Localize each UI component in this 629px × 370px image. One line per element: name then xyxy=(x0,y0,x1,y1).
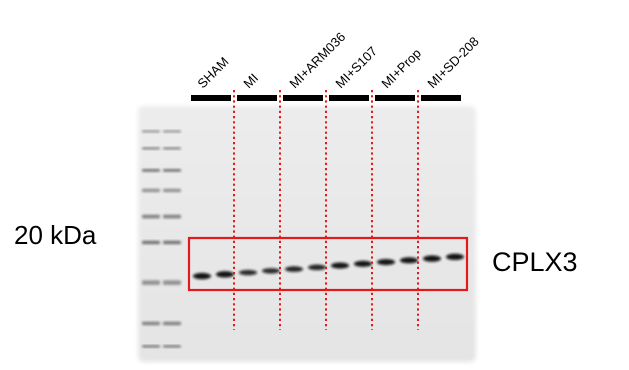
lane-bar xyxy=(421,95,461,101)
lane-bar xyxy=(375,95,415,101)
lane-label: MI+Prop xyxy=(378,46,424,92)
lane-bar xyxy=(191,95,231,101)
sample-band xyxy=(423,255,441,262)
ladder-band xyxy=(142,130,160,133)
band-highlight-box xyxy=(187,236,469,292)
ladder-band xyxy=(142,169,160,172)
sample-band xyxy=(285,266,303,272)
blot-membrane xyxy=(138,106,476,362)
sample-band xyxy=(354,260,372,267)
ladder-band xyxy=(142,345,160,348)
sample-band xyxy=(262,268,280,274)
lane-label: MI+S107 xyxy=(332,43,380,91)
sample-band xyxy=(331,262,349,269)
ladder-band xyxy=(142,280,160,285)
ladder-band xyxy=(163,147,181,150)
ladder-band xyxy=(163,240,181,245)
ladder-band xyxy=(163,321,181,326)
ladder-band xyxy=(163,188,181,193)
ladder-band xyxy=(142,214,160,219)
lane-label: SHAM xyxy=(194,54,231,91)
sample-band xyxy=(193,272,211,280)
protein-ladder xyxy=(142,130,181,348)
ladder-band xyxy=(142,321,160,326)
lane-label: MI+SD-208 xyxy=(424,34,481,91)
sample-band xyxy=(446,253,464,260)
sample-bands xyxy=(193,253,464,280)
ladder-band xyxy=(142,240,160,245)
lane-bar xyxy=(237,95,277,101)
sample-band xyxy=(308,264,326,271)
ladder-band xyxy=(163,130,181,133)
lane-bar xyxy=(329,95,369,101)
lane-header-bars xyxy=(191,95,461,101)
lane-label: MI xyxy=(240,70,261,91)
sample-band xyxy=(400,257,418,264)
ladder-band xyxy=(163,345,181,348)
sample-band xyxy=(239,269,257,276)
ladder-band xyxy=(163,214,181,219)
protein-name-label: CPLX3 xyxy=(492,247,578,277)
sample-band xyxy=(216,271,234,278)
lane-dividers xyxy=(233,90,419,330)
lane-bar xyxy=(283,95,323,101)
ladder-band xyxy=(163,280,181,285)
ladder-band xyxy=(142,188,160,193)
ladder-band xyxy=(142,147,160,150)
sample-band xyxy=(377,258,395,266)
ladder-band xyxy=(163,169,181,172)
molecular-weight-label: 20 kDa xyxy=(14,220,97,250)
